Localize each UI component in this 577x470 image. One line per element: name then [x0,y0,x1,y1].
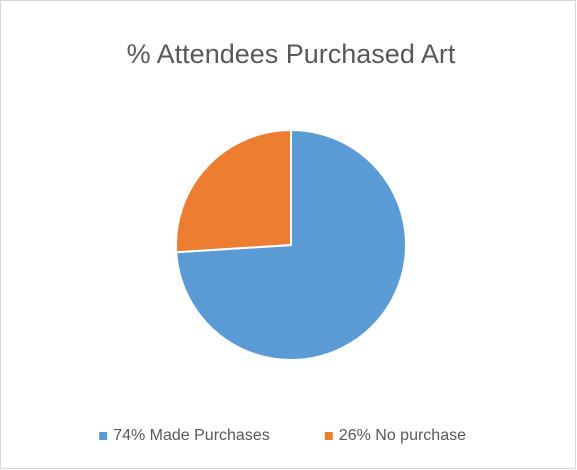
legend-swatch [99,432,108,440]
pie-slice [175,128,292,254]
legend-label: 26% No purchase [339,427,466,444]
chart-title: % Attendees Purchased Art [127,39,456,69]
legend-swatch [324,432,333,440]
legend-label: 74% Made Purchases [113,427,270,444]
